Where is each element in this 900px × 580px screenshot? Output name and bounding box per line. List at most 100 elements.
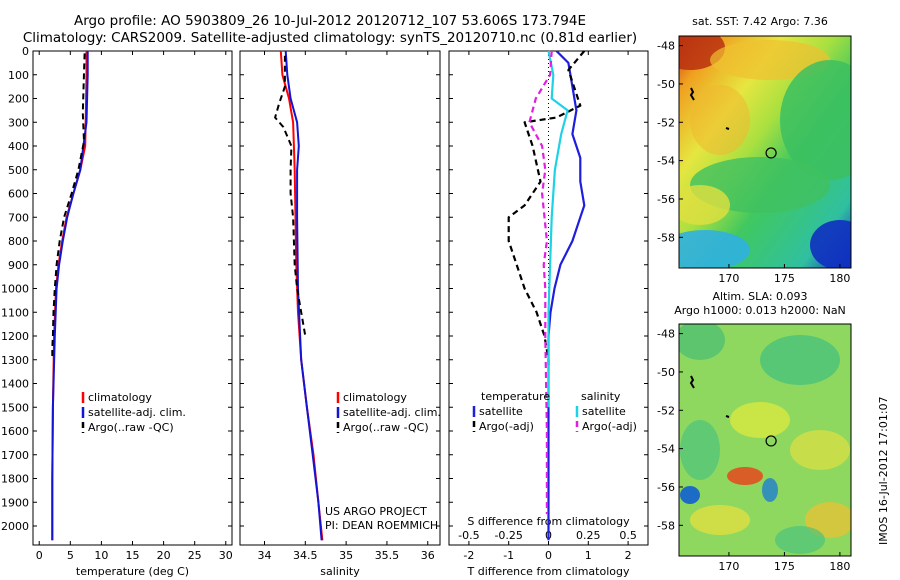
salinity-legend-satellite-label: satellite-adj. clim. <box>343 406 441 419</box>
depth-tick-label: 1300 <box>1 354 29 367</box>
sla-map-ytick-label: -48 <box>657 328 675 341</box>
difference-xtick-label: 0 <box>545 549 552 562</box>
sst-map-frame <box>678 35 852 269</box>
sst-map-ytick-label: -56 <box>657 193 675 206</box>
difference-xtick-label: 1 <box>585 549 592 562</box>
temperature-xtick-label: 5 <box>67 549 74 562</box>
sst-map-island <box>725 127 730 130</box>
depth-tick-label: 1800 <box>1 473 29 486</box>
footer-stamp: IMOS 16-Jul-2012 17:01:07 <box>877 396 890 545</box>
depth-tick-label: 2000 <box>1 520 29 533</box>
difference-xtick-label: -1 <box>503 549 514 562</box>
sla-map-ytick-label: -56 <box>657 481 675 494</box>
difference-xtick-label: 2 <box>625 549 632 562</box>
salinity-satellite-line <box>284 50 323 541</box>
temperature-xtick-label: 30 <box>219 549 233 562</box>
sla-map-title-line1: Altim. SLA: 0.093 <box>712 290 807 303</box>
salinity-frame <box>239 50 441 546</box>
sla-map: Altim. SLA: 0.093 Argo h1000: 0.013 h200… <box>657 290 852 573</box>
depth-tick-label: 0 <box>22 45 29 58</box>
legend-temperature-title: temperature <box>481 390 550 403</box>
sla-float-position-marker <box>765 435 777 447</box>
sst-map-xtick-label: 175 <box>774 272 795 285</box>
sst-map-island <box>689 87 695 101</box>
sla-map-frame <box>678 323 852 557</box>
difference-t_satellite-line <box>547 50 586 541</box>
sla-map-island <box>689 375 695 389</box>
depth-tick-label: 400 <box>8 140 29 153</box>
depth-tick-label: 1700 <box>1 449 29 462</box>
depth-tick-label: 1500 <box>1 401 29 414</box>
sla-map-patches <box>679 324 851 554</box>
difference-s-tick-label: -0.5 <box>458 529 479 542</box>
salinity-argo-line <box>274 55 307 337</box>
depth-tick-label: 100 <box>8 69 29 82</box>
legend-t-satellite-label: satellite <box>479 405 523 418</box>
sla-map-xtick-label: 170 <box>718 560 739 573</box>
sst-float-position-marker <box>765 147 777 159</box>
salinity-xtick-label: 35.5 <box>375 549 400 562</box>
header-line1: Argo profile: AO 5903809_26 10-Jul-2012 … <box>74 13 586 29</box>
legend-s-argo-label: Argo(-adj) <box>582 420 637 433</box>
temperature-xlabel: temperature (deg C) <box>76 565 189 578</box>
temperature-frame <box>32 50 233 546</box>
sst-map-ytick-label: -50 <box>657 78 675 91</box>
difference-s-tick-label: 0.25 <box>576 529 601 542</box>
credit-line2: PI: DEAN ROEMMICH <box>325 519 438 532</box>
legend-salinity-title: salinity <box>581 390 621 403</box>
depth-tick-label: 1100 <box>1 306 29 319</box>
depth-tick-label: 700 <box>8 211 29 224</box>
difference-s-tick-label: -0.25 <box>494 529 522 542</box>
temperature-legend-satellite-label: satellite-adj. clim. <box>88 406 186 419</box>
difference-s_argo-line <box>528 50 553 515</box>
sla-map-ytick-label: -54 <box>657 443 675 456</box>
depth-tick-label: 800 <box>8 235 29 248</box>
salinity-legend-climatology-label: climatology <box>343 391 407 404</box>
sla-map-ytick-label: -58 <box>657 519 675 532</box>
temperature-panel: 0100200300400500600700800900100011001200… <box>1 45 233 578</box>
temperature-xtick-label: 25 <box>188 549 202 562</box>
sst-map-ytick-label: -54 <box>657 155 675 168</box>
difference-s-tick-label: 0.5 <box>619 529 637 542</box>
depth-tick-label: 300 <box>8 116 29 129</box>
legend-s-satellite-label: satellite <box>582 405 626 418</box>
temperature-argo-line <box>51 53 86 360</box>
difference-t-xlabel: T difference from climatology <box>467 565 630 578</box>
depth-tick-label: 1900 <box>1 496 29 509</box>
temperature-satellite-line <box>51 51 89 541</box>
sla-map-xtick-label: 180 <box>829 560 850 573</box>
sst-map-ytick-label: -52 <box>657 116 675 129</box>
depth-tick-label: 900 <box>8 259 29 272</box>
salinity-xtick-label: 36 <box>421 549 435 562</box>
salinity-xtick-label: 35 <box>339 549 353 562</box>
temperature-xtick-label: 0 <box>36 549 43 562</box>
sla-map-ytick-label: -52 <box>657 404 675 417</box>
salinity-legend-argo-label: Argo(..raw -QC) <box>343 421 429 434</box>
sst-map-xtick-label: 180 <box>829 272 850 285</box>
depth-tick-label: 1600 <box>1 425 29 438</box>
depth-tick-label: 200 <box>8 93 29 106</box>
temperature-legend-climatology-label: climatology <box>88 391 152 404</box>
temperature-xtick-label: 15 <box>126 549 140 562</box>
sst-map-ytick-label: -48 <box>657 40 675 53</box>
sst-map-xtick-label: 170 <box>718 272 739 285</box>
legend-t-argo-label: Argo(-adj) <box>479 420 534 433</box>
sst-map-ytick-label: -58 <box>657 231 675 244</box>
sla-map-title-line2: Argo h1000: 0.013 h2000: NaN <box>674 304 846 317</box>
depth-tick-label: 1200 <box>1 330 29 343</box>
sst-map: sat. SST: 7.42 Argo: 7.36 170 175 180 -48 -5… <box>657 15 852 285</box>
difference-xtick-label: -2 <box>463 549 474 562</box>
temperature-legend-argo-label: Argo(..raw -QC) <box>88 421 174 434</box>
temperature-xtick-label: 10 <box>94 549 108 562</box>
difference-s_satellite-line <box>547 50 569 408</box>
salinity-xlabel: salinity <box>320 565 360 578</box>
depth-tick-label: 500 <box>8 164 29 177</box>
difference-panel: -2 -1 0 1 2-0.5 -0.25 0 0.25 0.5S difference fro… <box>448 50 649 578</box>
sst-map-patches <box>679 36 851 268</box>
depth-tick-label: 1000 <box>1 283 29 296</box>
temperature-xtick-label: 20 <box>157 549 171 562</box>
sla-map-xtick-label: 175 <box>774 560 795 573</box>
header-line2: Climatology: CARS2009. Satellite-adjuste… <box>23 30 637 46</box>
depth-tick-label: 600 <box>8 188 29 201</box>
sla-map-island <box>725 415 730 418</box>
